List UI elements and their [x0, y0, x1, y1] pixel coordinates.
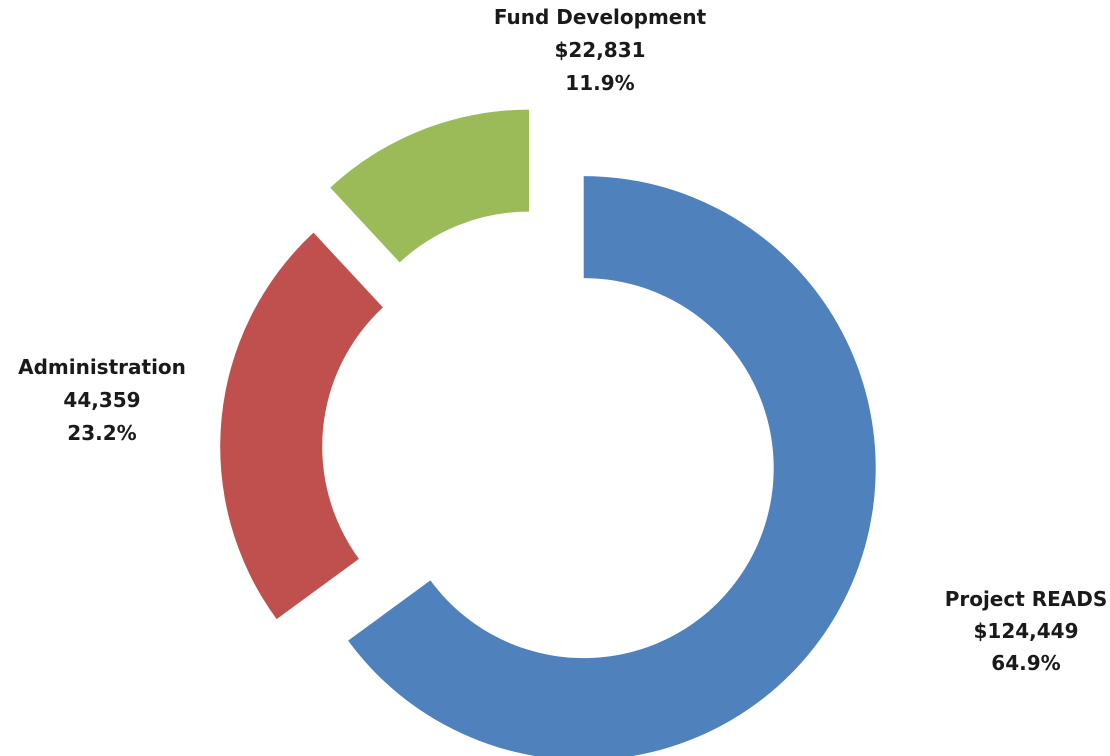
- slice-percent-label: 11.9%: [565, 71, 634, 95]
- slice-name-label: Administration: [18, 355, 186, 379]
- data-label-project-reads: Project READS $124,449 64.9%: [945, 587, 1108, 675]
- slice-value-label: 44,359: [63, 388, 140, 412]
- chart-slices: [220, 109, 876, 756]
- slice-project-reads: [348, 176, 876, 756]
- slice-percent-label: 64.9%: [991, 651, 1060, 675]
- slice-percent-label: 23.2%: [67, 421, 136, 445]
- slice-name-label: Project READS: [945, 587, 1108, 611]
- slice-value-label: $124,449: [973, 619, 1078, 643]
- slice-fund-development: [330, 109, 529, 263]
- chart-labels: Project READS $124,449 64.9% Administrat…: [18, 5, 1107, 675]
- slice-administration: [220, 232, 383, 620]
- slice-value-label: $22,831: [554, 38, 645, 62]
- data-label-fund-development: Fund Development $22,831 11.9%: [494, 5, 707, 95]
- data-label-administration: Administration 44,359 23.2%: [18, 355, 186, 445]
- slice-name-label: Fund Development: [494, 5, 707, 29]
